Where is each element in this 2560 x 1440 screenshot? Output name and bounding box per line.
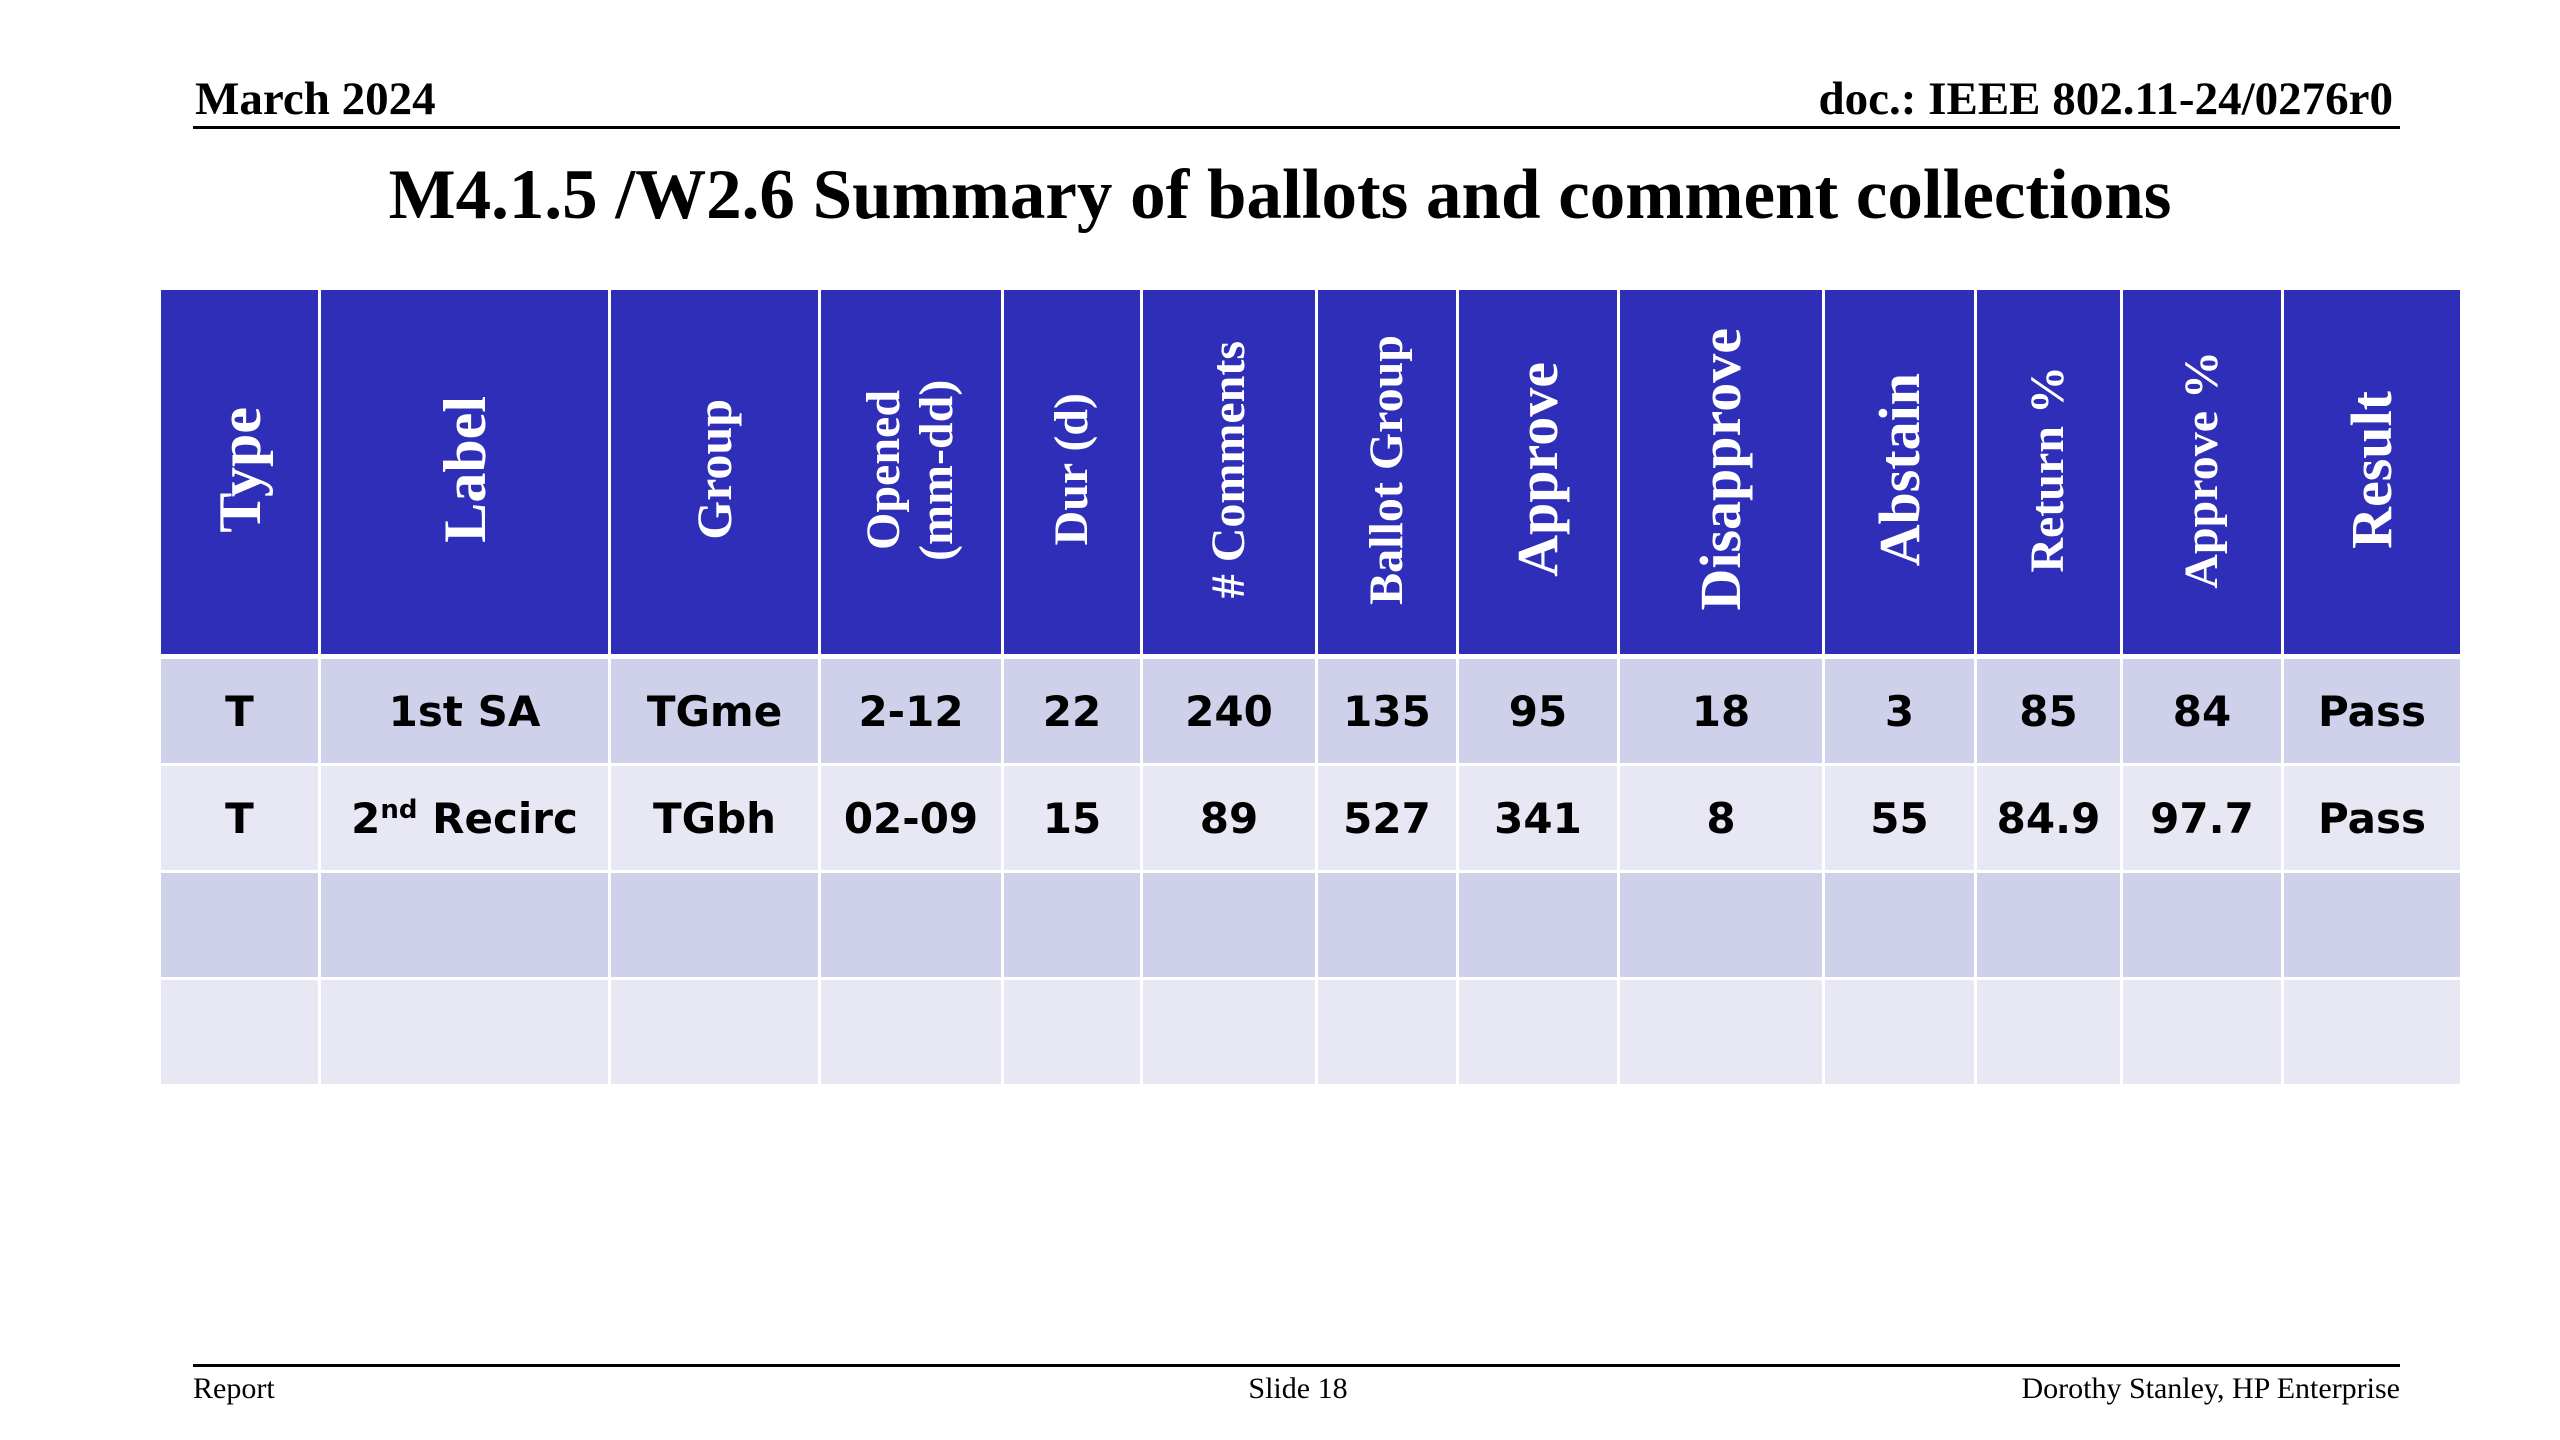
col-header-return-pct: Return % [1974,290,2123,659]
cell-abstain: 55 [1822,764,1977,873]
empty-cell [158,978,321,1087]
empty-cell [1617,871,1825,980]
footer-author: Dorothy Stanley, HP Enterprise [2021,1372,2400,1405]
label-rest: Recirc [417,793,578,843]
cell-type: T [158,764,321,873]
cell-result: Pass [2281,764,2463,873]
empty-cell [1974,978,2123,1087]
cell-ballot-group: 135 [1315,656,1459,766]
cell-type: T [158,656,321,766]
empty-cell [1617,978,1825,1087]
table-row: T 2nd Recirc TGbh 02-09 15 89 527 341 8 … [158,764,2463,873]
cell-duration: 22 [1001,656,1143,766]
col-header-label: Label [318,290,611,659]
cell-group: TGme [608,656,821,766]
cell-group: TGbh [608,764,821,873]
empty-cell [318,871,611,980]
cell-ballot-group: 527 [1315,764,1459,873]
cell-comments: 240 [1140,656,1318,766]
empty-cell [1001,871,1143,980]
cell-label: 2nd Recirc [318,764,611,873]
empty-cell [318,978,611,1087]
cell-return-pct: 84.9 [1974,764,2123,873]
empty-cell [1974,871,2123,980]
label-ordinal: 2 [351,793,381,843]
empty-cell [2120,978,2284,1087]
col-header-approve: Approve [1456,290,1620,659]
ballot-summary-table: Type Label Group Opened (mm-dd) Dur (d) … [158,290,2463,1087]
empty-cell [1315,978,1459,1087]
empty-cell [608,978,821,1087]
footer-report: Report [193,1372,275,1405]
footer-slide-number: Slide 18 [1248,1372,1348,1405]
cell-disapprove: 8 [1617,764,1825,873]
empty-cell [1822,978,1977,1087]
slide-title: M4.1.5 /W2.6 Summary of ballots and comm… [388,156,2172,234]
cell-approve: 95 [1456,656,1620,766]
cell-return-pct: 85 [1974,656,2123,766]
empty-cell [1140,871,1318,980]
col-header-ballot-group: Ballot Group [1315,290,1459,659]
col-header-duration: Dur (d) [1001,290,1143,659]
empty-cell [1315,871,1459,980]
cell-approve-pct: 97.7 [2120,764,2284,873]
col-header-approve-pct: Approve % [2120,290,2284,659]
cell-approve-pct: 84 [2120,656,2284,766]
col-header-result: Result [2281,290,2463,659]
col-header-comments: # Comments [1140,290,1318,659]
cell-disapprove: 18 [1617,656,1825,766]
table-row-empty [158,978,2463,1087]
col-header-type: Type [158,290,321,659]
empty-cell [2281,871,2463,980]
cell-approve: 341 [1456,764,1620,873]
footer-rule [193,1364,2400,1367]
empty-cell [158,871,321,980]
empty-cell [2120,871,2284,980]
table-header-row: Type Label Group Opened (mm-dd) Dur (d) … [158,290,2463,659]
table-row: T 1st SA TGme 2-12 22 240 135 95 18 3 85… [158,656,2463,766]
cell-comments: 89 [1140,764,1318,873]
title-container: M4.1.5 /W2.6 Summary of ballots and comm… [0,160,2560,231]
cell-label: 1st SA [318,656,611,766]
cell-result: Pass [2281,656,2463,766]
col-header-group: Group [608,290,821,659]
empty-cell [818,978,1004,1087]
col-header-opened: Opened (mm-dd) [818,290,1004,659]
header-date: March 2024 [195,73,436,125]
empty-cell [818,871,1004,980]
table-row-empty [158,871,2463,980]
empty-cell [1822,871,1977,980]
col-header-disapprove: Disapprove [1617,290,1825,659]
cell-opened: 2-12 [818,656,1004,766]
empty-cell [608,871,821,980]
empty-cell [1140,978,1318,1087]
empty-cell [1001,978,1143,1087]
empty-cell [1456,871,1620,980]
col-header-abstain: Abstain [1822,290,1977,659]
label-ordinal-suffix: nd [380,794,418,825]
cell-abstain: 3 [1822,656,1977,766]
cell-opened: 02-09 [818,764,1004,873]
header-rule [193,126,2400,129]
header-doc-id: doc.: IEEE 802.11-24/0276r0 [1818,73,2393,125]
cell-duration: 15 [1001,764,1143,873]
empty-cell [1456,978,1620,1087]
empty-cell [2281,978,2463,1087]
